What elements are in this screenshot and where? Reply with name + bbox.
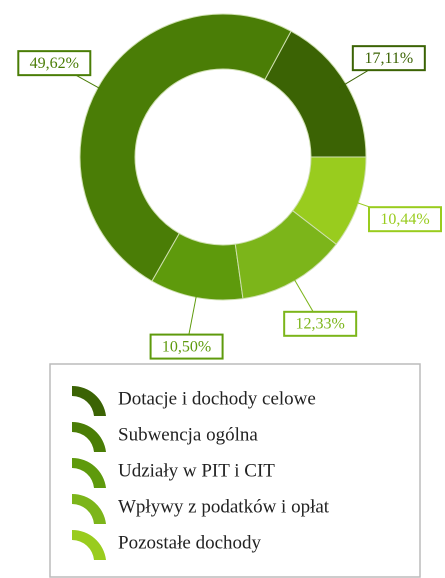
label-box (149, 333, 224, 360)
data-label: 10,44% (380, 211, 429, 228)
legend-box (49, 363, 421, 578)
label-box (17, 50, 92, 77)
data-label: 10,50% (162, 338, 211, 355)
data-label: 12,33% (296, 315, 345, 332)
legend-swatch (72, 457, 106, 488)
legend-label: Subwencja ogólna (118, 424, 258, 445)
donut-segment (79, 13, 292, 282)
label-box (283, 310, 358, 337)
legend-swatch (72, 493, 106, 524)
label-box (351, 45, 426, 72)
legend-label: Pozostałe dochody (118, 532, 262, 553)
legend-label: Udziały w PIT i CIT (118, 460, 275, 481)
data-label: 49,62% (30, 55, 79, 72)
legend-label: Dotacje i dochody celowe (118, 388, 316, 409)
legend-swatch (72, 529, 106, 560)
legend-label: Wpływy z podatków i opłat (118, 496, 330, 517)
label-box (368, 206, 442, 233)
legend-swatch (72, 385, 106, 416)
legend-swatch (72, 421, 106, 452)
data-label: 17,11% (364, 50, 413, 67)
donut-segment (292, 156, 367, 245)
